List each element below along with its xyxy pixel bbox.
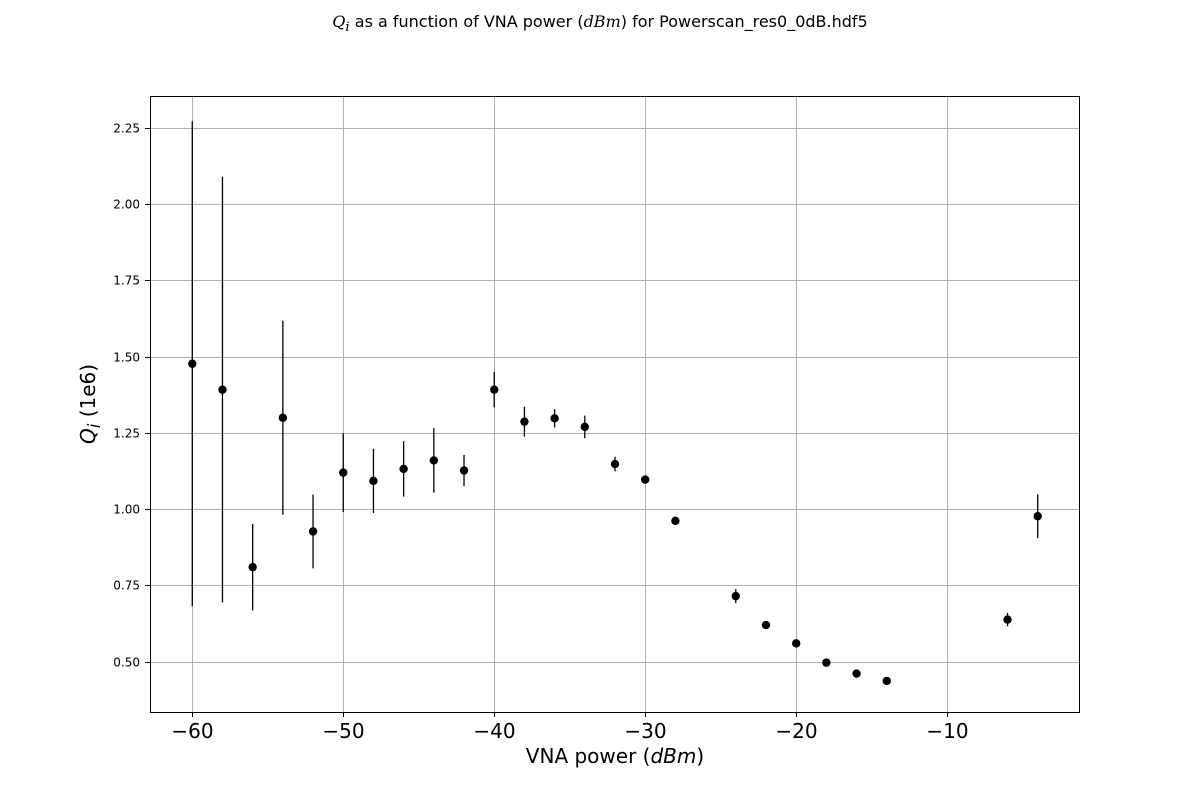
data-point (188, 359, 197, 368)
x-tick-label: −50 (322, 719, 364, 743)
data-point (218, 385, 227, 394)
marker-layer (188, 359, 1042, 686)
y-tick-label: 1.25 (113, 427, 140, 441)
y-tick-label: 1.00 (113, 503, 140, 517)
data-point (399, 464, 408, 474)
chart-title: Qi as a function of VNA power (dBm) for … (0, 12, 1200, 35)
x-tick-label: −30 (624, 719, 666, 743)
x-tick-label: −60 (171, 719, 213, 743)
title-q-subscript: i (345, 20, 350, 36)
y-axis-ticks: 0.50 0.75 1.00 1.25 1.50 1.75 2.00 2.25 (113, 122, 150, 670)
title-q-symbol: Q (332, 12, 346, 31)
data-point (339, 468, 348, 477)
data-point (429, 456, 439, 465)
y-axis-label: Qi (1e6) (76, 364, 104, 444)
data-point (731, 591, 740, 601)
x-tick-label: −10 (926, 719, 968, 743)
y-tick-label: 0.50 (113, 656, 140, 670)
grid-layer (150, 96, 1080, 712)
data-point (1003, 615, 1012, 624)
y-tick-label: 2.25 (113, 122, 140, 136)
ylabel-q-symbol: Q (76, 428, 100, 445)
data-point (1033, 512, 1042, 521)
y-tick-label: 1.75 (113, 274, 140, 288)
data-point (550, 414, 559, 423)
data-point (640, 475, 650, 484)
data-point (369, 476, 378, 486)
data-point (791, 639, 801, 648)
data-point (520, 417, 529, 426)
data-point (852, 669, 861, 678)
x-axis-ticks: −60 −50 −40 −30 −20 −10 (171, 712, 969, 743)
data-point (308, 527, 318, 536)
axes-frame (150, 96, 1080, 713)
y-tick-label: 1.50 (113, 351, 140, 365)
errorbar-layer (191, 121, 1039, 683)
data-point (610, 459, 620, 469)
data-point (822, 658, 831, 667)
x-axis-label: VNA power (dBm) (0, 744, 1200, 768)
data-point (248, 562, 257, 572)
data-point (882, 676, 891, 686)
data-point (278, 413, 288, 422)
x-tick-label: −40 (473, 719, 515, 743)
xlabel-prefix: VNA power ( (525, 744, 651, 768)
data-point (459, 466, 469, 475)
y-tick-label: 0.75 (113, 579, 140, 593)
data-point (671, 516, 680, 525)
title-unit: dBm (583, 12, 621, 31)
title-suffix: ) for Powerscan_res0_0dB.hdf5 (620, 12, 868, 31)
data-point (761, 620, 771, 630)
data-point (580, 422, 590, 432)
y-tick-label: 2.00 (113, 198, 140, 212)
data-point (490, 385, 499, 394)
ylabel-q-subscript: i (85, 423, 104, 429)
x-tick-label: −20 (775, 719, 817, 743)
title-middle: as a function of VNA power ( (349, 12, 584, 31)
xlabel-unit: dBm (650, 744, 697, 768)
ylabel-suffix: (1e6) (76, 363, 100, 424)
xlabel-suffix: ) (696, 744, 705, 768)
